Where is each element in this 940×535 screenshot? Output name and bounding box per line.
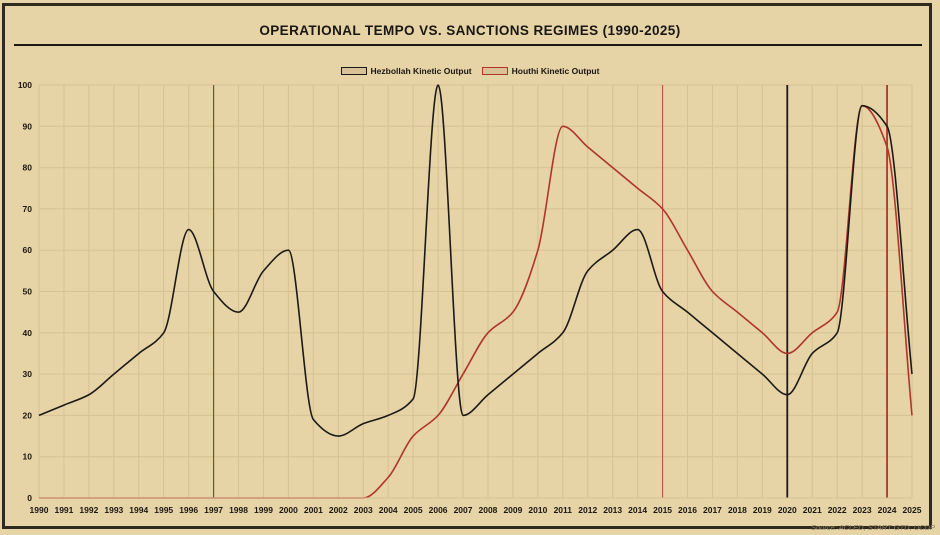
axis-labels: 0 10 20 30 40 50 60 70 80 90 100 1990 1991 1992 1993 19… (18, 80, 922, 515)
reference-lines (213, 85, 888, 498)
series-line-hezbollah (38, 84, 913, 437)
x-tick-label: 2025 (903, 505, 922, 515)
chart-frame (2, 3, 932, 529)
legend-item-houthi[interactable]: Houthi Kinetic Output (481, 66, 600, 76)
y-tick-label: 50 (23, 287, 33, 297)
y-tick-label: 90 (23, 121, 33, 131)
x-tick-label: 2017 (703, 505, 722, 515)
y-tick-label: 60 (23, 245, 33, 255)
x-tick-label: 2018 (728, 505, 747, 515)
x-tick-label: 2010 (528, 505, 547, 515)
y-tick-label: 0 (27, 493, 32, 503)
x-tick-label: 2004 (379, 505, 398, 515)
x-tick-label: 2016 (678, 505, 697, 515)
y-tick-label: 70 (23, 204, 33, 214)
x-tick-label: 2012 (578, 505, 597, 515)
x-tick-label: 2000 (279, 505, 298, 515)
x-tick-label: 2024 (878, 505, 897, 515)
y-tick-label: 100 (18, 80, 32, 90)
x-tick-label: 1998 (229, 505, 248, 515)
x-tick-label: 2013 (603, 505, 622, 515)
x-tick-label: 2002 (329, 505, 348, 515)
x-tick-label: 1990 (30, 505, 49, 515)
x-tick-label: 1999 (254, 505, 273, 515)
x-tick-label: 2003 (354, 505, 373, 515)
x-tick-label: 1993 (104, 505, 123, 515)
x-tick-label: 2023 (853, 505, 872, 515)
source-note: Source: ACLED, START GTD, UCDP (810, 523, 935, 532)
legend: Hezbollah Kinetic Output Houthi Kinetic … (0, 64, 940, 78)
x-tick-label: 2006 (429, 505, 448, 515)
x-tick-label: 2007 (454, 505, 473, 515)
x-tick-label: 1997 (204, 505, 223, 515)
x-tick-label: 2022 (828, 505, 847, 515)
x-tick-label: 2014 (628, 505, 647, 515)
x-tick-label: 1994 (129, 505, 148, 515)
x-tick-label: 2001 (304, 505, 323, 515)
title-divider (14, 44, 922, 46)
y-tick-label: 40 (23, 328, 33, 338)
x-tick-label: 2009 (503, 505, 522, 515)
series-line-houthi (39, 104, 913, 499)
x-tick-label: 1995 (154, 505, 173, 515)
x-tick-label: 2020 (778, 505, 797, 515)
legend-item-hezbollah[interactable]: Hezbollah Kinetic Output (340, 66, 472, 76)
x-tick-label: 2008 (479, 505, 498, 515)
x-tick-label: 1991 (54, 505, 73, 515)
legend-swatch-hezbollah (340, 67, 367, 75)
x-tick-label: 2021 (803, 505, 822, 515)
legend-swatch-houthi (481, 67, 508, 75)
x-tick-label: 2005 (404, 505, 423, 515)
y-tick-label: 30 (23, 369, 33, 379)
grid (38, 84, 913, 499)
x-tick-label: 1996 (179, 505, 198, 515)
x-tick-label: 2015 (653, 505, 672, 515)
x-tick-label: 2019 (753, 505, 772, 515)
x-tick-label: 2011 (554, 505, 573, 515)
legend-label-hezbollah: Hezbollah Kinetic Output (370, 66, 472, 76)
legend-label-houthi: Houthi Kinetic Output (511, 66, 600, 76)
y-tick-label: 10 (23, 452, 33, 462)
y-tick-label: 80 (23, 163, 33, 173)
y-tick-label: 20 (23, 410, 33, 420)
chart-title: OPERATIONAL TEMPO VS. SANCTIONS REGIMES … (259, 23, 681, 38)
x-tick-label: 1992 (79, 505, 98, 515)
